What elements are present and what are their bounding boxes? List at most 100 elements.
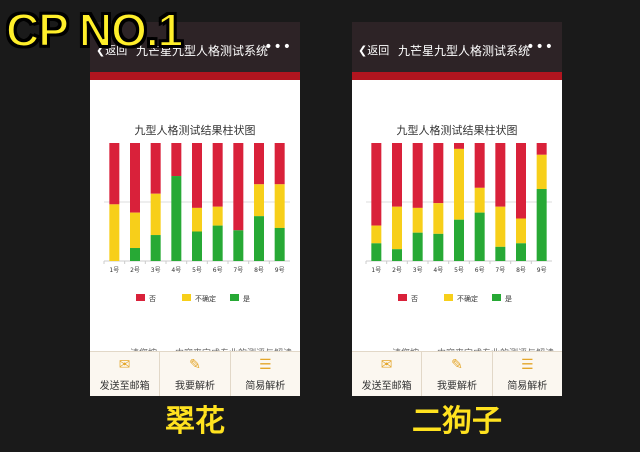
bar-yes-8 [516,243,526,261]
bar-unsure-4 [433,203,444,234]
legend-label-no: 否 [411,295,418,303]
bar-no-1 [109,143,120,205]
edit-icon: ✎ [189,356,201,373]
bar-no-5 [192,143,202,208]
bar-yes-4 [171,176,182,261]
bar-yes-1 [371,243,382,261]
overlay-title: CP NO.1 [5,3,184,57]
bar-unsure-1 [371,225,382,244]
user-list-icon: ☰ [521,356,534,373]
chevron-left-icon: ❮ [358,44,368,57]
send-email-button[interactable]: ✉ 发送至邮箱 [90,352,161,396]
bar-no-3 [412,143,423,208]
caption-right: 二狗子 [412,405,502,438]
my-analysis-button[interactable]: ✎ 我要解析 [160,352,231,396]
send-email-button[interactable]: ✉ 发送至邮箱 [352,352,423,396]
bar-yes-7 [495,246,506,261]
result-bar-chart: 1号 2号 3号 4号 5号 6号 7号 8号 9号否 不确定 是 [103,143,290,303]
bar-unsure-8 [516,218,526,244]
chevron-left-icon: ❮ [96,44,106,57]
bar-no-2 [130,143,140,213]
bar-yes-6 [212,225,223,261]
x-tick-label: 8号 [254,267,264,274]
caption-left: 翠花 [165,405,225,438]
app-header: ❮返回 九芒星九型人格测试系统 ••• [352,22,562,80]
bar-no-4 [433,143,444,204]
bar-no-8 [254,143,264,185]
bottom-tab-bar: ✉ 发送至邮箱 ✎ 我要解析 ☰ 简易解析 [90,351,300,396]
more-dots-icon[interactable]: ••• [526,39,554,55]
bar-no-1 [371,143,382,226]
x-tick-label: 7号 [233,267,243,274]
x-tick-label: 7号 [495,267,505,274]
app-header: ❮返回 九芒星九型人格测试系统 ••• [90,22,300,80]
bar-no-8 [516,143,526,219]
x-tick-label: 4号 [171,267,181,274]
chart-title: 九型人格测试结果柱状图 [134,124,256,137]
simple-analysis-button[interactable]: ☰ 简易解析 [245,356,286,392]
bar-unsure-5 [192,207,202,232]
legend-swatch-no [136,294,145,301]
legend-label-unsure: 不确定 [195,294,216,303]
x-tick-label: 9号 [537,267,547,274]
phone-screen-left: ❮返回 九芒星九型人格测试系统 ••• 九型人格测试结果柱状图 1号 2号 3号 4号… [90,22,300,396]
bar-yes-3 [412,232,423,261]
bottom-tab-bar: ✉ 发送至邮箱 ✎ 我要解析 ☰ 简易解析 [352,351,562,396]
simple-analysis-button[interactable]: ☰ 简易解析 [507,356,548,392]
result-bar-chart: 1号 2号 3号 4号 5号 6号 7号 8号 9号否 不确定 是 [365,143,552,303]
bar-yes-5 [192,231,202,261]
bar-yes-2 [392,249,402,261]
bar-no-7 [233,143,244,231]
bar-yes-8 [254,216,264,261]
bar-yes-2 [130,248,140,261]
my-analysis-button[interactable]: ✎ 我要解析 [422,352,493,396]
legend-label-no: 否 [149,295,156,303]
bar-unsure-6 [474,187,485,213]
legend-label-unsure: 不确定 [457,294,478,303]
bar-unsure-1 [109,204,120,261]
bar-no-9 [536,143,547,155]
x-tick-label: 2号 [392,267,402,274]
x-tick-label: 3号 [151,267,161,274]
bar-yes-4 [433,233,444,261]
bar-yes-5 [454,219,464,261]
x-tick-label: 3号 [413,267,423,274]
legend-swatch-unsure [444,294,453,301]
app-title: 九芒星九型人格测试系统 [398,44,531,58]
app-title: 九芒星九型人格测试系统 [136,44,269,58]
x-tick-label: 1号 [109,267,119,274]
bar-unsure-2 [392,206,402,250]
bar-unsure-7 [495,206,506,247]
legend-swatch-yes [492,294,501,301]
x-tick-label: 6号 [475,267,485,274]
bar-yes-3 [150,235,161,261]
bar-unsure-8 [254,184,264,217]
legend-swatch-yes [230,294,239,301]
bar-no-6 [474,143,485,188]
legend-swatch-no [398,294,407,301]
bar-no-3 [150,143,161,194]
bar-unsure-9 [536,154,547,190]
back-button[interactable]: ❮返回 [96,44,128,57]
legend-label-yes: 是 [243,295,250,303]
back-button[interactable]: ❮返回 [358,44,390,57]
edit-icon: ✎ [451,356,463,373]
mail-icon: ✉ [380,356,393,373]
legend-swatch-unsure [182,294,191,301]
bar-unsure-5 [454,148,464,220]
bar-yes-9 [274,227,285,261]
x-tick-label: 9号 [275,267,285,274]
bar-no-4 [171,143,182,177]
x-tick-label: 5号 [454,267,464,274]
x-tick-label: 1号 [371,267,381,274]
legend-label-yes: 是 [505,295,512,303]
bar-yes-7 [233,230,244,261]
bar-unsure-9 [274,184,285,228]
bar-no-2 [392,143,402,207]
phone-screen-right: ❮返回 九芒星九型人格测试系统 ••• 九型人格测试结果柱状图 1号 2号 3号 4号… [352,22,562,396]
mail-icon: ✉ [118,356,131,373]
x-tick-label: 4号 [433,267,443,274]
bar-no-7 [495,143,506,207]
more-dots-icon[interactable]: ••• [264,39,292,55]
x-tick-label: 2号 [130,267,140,274]
